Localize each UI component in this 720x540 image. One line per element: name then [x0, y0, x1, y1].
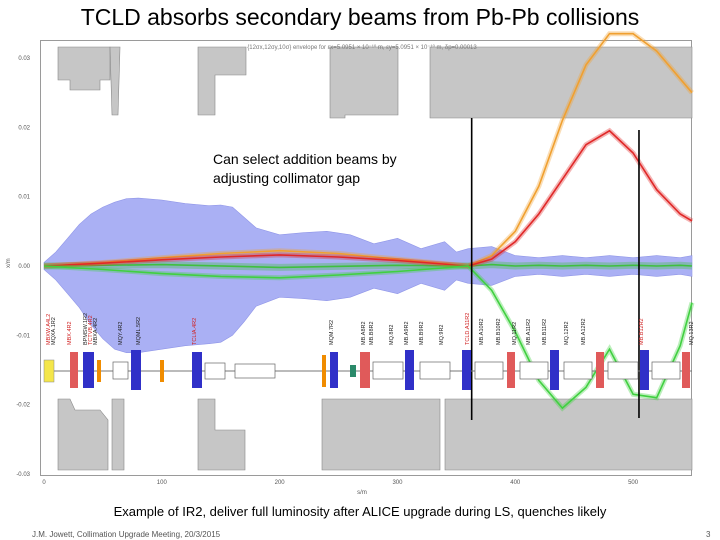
lattice-element	[462, 350, 471, 390]
plot-header: {12σx,12σy,10σ} envelope for εx=5.0951 ×…	[247, 44, 477, 51]
element-label: MQM.7R2	[329, 320, 335, 345]
slide-title: TCLD absorbs secondary beams from Pb-Pb …	[80, 4, 640, 30]
element-label: TCLD.A11R2	[465, 313, 471, 345]
element-label: MB.A8R2	[361, 321, 367, 345]
y-tick-label: -0.03	[16, 472, 30, 478]
lattice-element	[507, 352, 515, 388]
upper-aperture-wall	[329, 46, 399, 119]
element-label: MBXA.4R2	[93, 318, 99, 345]
element-label: MBXW.A4L2	[46, 314, 52, 345]
lower-aperture-wall	[111, 398, 125, 471]
plot-annotation: Can select addition beams by adjusting c…	[213, 151, 397, 186]
slide-footer: J.M. Jowett, Collimation Upgrade Meeting…	[32, 530, 221, 539]
beam-envelope	[43, 197, 693, 353]
lattice-element	[350, 365, 356, 377]
y-tick-label: 0.01	[18, 195, 30, 201]
upper-aperture-wall	[57, 46, 111, 91]
element-label: MQ.9R2	[439, 325, 445, 345]
x-axis-label: s/m	[357, 490, 367, 496]
lattice-element	[596, 352, 604, 388]
y-axis-ticks: 0.03 0.02 0.01 0.00 -0.01 -0.02 -0.03	[16, 56, 30, 478]
upper-aperture-wall	[197, 46, 247, 116]
lattice-element	[550, 350, 559, 390]
lattice-element	[204, 362, 226, 380]
element-label: BPMSW.1R2	[83, 313, 89, 345]
secondary-beam-green-line	[43, 265, 693, 410]
y-tick-label: 0.00	[18, 264, 30, 270]
lattice-element	[131, 350, 141, 390]
lattice-element	[97, 360, 101, 382]
slide-caption: Example of IR2, deliver full luminosity …	[113, 504, 607, 519]
element-label: TCTVB.4R2	[88, 315, 94, 345]
element-label: TCLIA.4R2	[192, 318, 198, 345]
element-label: MB.A12R2	[581, 318, 587, 345]
lower-aperture-wall	[444, 398, 693, 471]
x-tick-label: 400	[510, 480, 521, 486]
main-beam-line	[43, 263, 693, 269]
lattice-element	[372, 361, 404, 380]
element-label: MB.B12R2	[639, 318, 645, 345]
lattice-element	[563, 361, 593, 380]
lattice-element	[330, 352, 338, 388]
element-label: MQML.5R2	[136, 317, 142, 345]
x-axis-ticks: 0 100 200 300 400 500	[42, 480, 638, 486]
lattice-element	[419, 361, 451, 380]
x-tick-label: 100	[157, 480, 168, 486]
lower-aperture-wall	[321, 398, 441, 471]
lattice-element	[640, 350, 649, 390]
lower-aperture-wall	[57, 398, 109, 471]
lattice-element	[405, 350, 414, 390]
lattice-element	[234, 363, 276, 379]
secondary-beam-red-line	[43, 129, 693, 267]
lattice-element	[682, 352, 690, 388]
vertical-markers	[470, 118, 640, 420]
element-label: MQXA.1R2	[51, 317, 57, 345]
element-label: MQ.11R2	[512, 322, 518, 345]
element-label: MB.A9R2	[404, 321, 410, 345]
x-tick-label: 500	[628, 480, 639, 486]
lattice-element	[474, 361, 504, 380]
element-label: MB.A11R2	[526, 319, 532, 345]
element-labels: MBXW.A4L2 MQXA.1R2 MBX.4R2 BPMSW.1R2 TCTVB.4…	[46, 313, 695, 345]
lower-aperture	[57, 398, 693, 471]
lattice-element	[607, 361, 639, 380]
beam-traces	[43, 31, 695, 412]
x-tick-label: 300	[392, 480, 403, 486]
y-tick-label: -0.02	[16, 403, 30, 409]
element-label: MB.B11R2	[542, 319, 548, 345]
element-label: MB.B9R2	[419, 321, 425, 345]
element-label: MB.B10R2	[496, 318, 502, 345]
lattice-element	[83, 352, 94, 388]
lattice-element	[651, 361, 681, 380]
x-tick-label: 200	[275, 480, 286, 486]
lattice-strip	[43, 350, 692, 390]
element-label: MQY.4R2	[118, 322, 124, 345]
lattice-element	[360, 352, 370, 388]
lattice-element	[192, 352, 202, 388]
y-axis-label: x/m	[6, 258, 12, 268]
lattice-element	[322, 355, 326, 387]
y-tick-label: 0.02	[18, 125, 30, 131]
secondary-beam-orange-line	[43, 32, 693, 267]
element-label: MBX.4R2	[67, 321, 73, 345]
upper-aperture-wall	[109, 46, 121, 116]
element-label: MQ.13R2	[689, 321, 695, 345]
upper-aperture-wall	[429, 46, 693, 119]
element-label: MB.B8R2	[369, 321, 375, 345]
page-number: 3	[706, 530, 711, 539]
element-label: MB.A10R2	[479, 318, 485, 345]
y-tick-label: -0.01	[16, 333, 30, 339]
lattice-element	[112, 361, 129, 380]
lattice-element	[160, 360, 164, 382]
lattice-element	[519, 361, 549, 380]
lower-aperture-wall	[197, 398, 246, 471]
lattice-element	[70, 352, 78, 388]
element-label: MQ.8R2	[389, 325, 395, 345]
element-label: MQ.12R2	[564, 321, 570, 345]
y-tick-label: 0.03	[18, 56, 30, 62]
upper-aperture	[57, 46, 693, 119]
x-tick-label: 0	[42, 480, 46, 486]
lattice-element	[43, 359, 55, 383]
